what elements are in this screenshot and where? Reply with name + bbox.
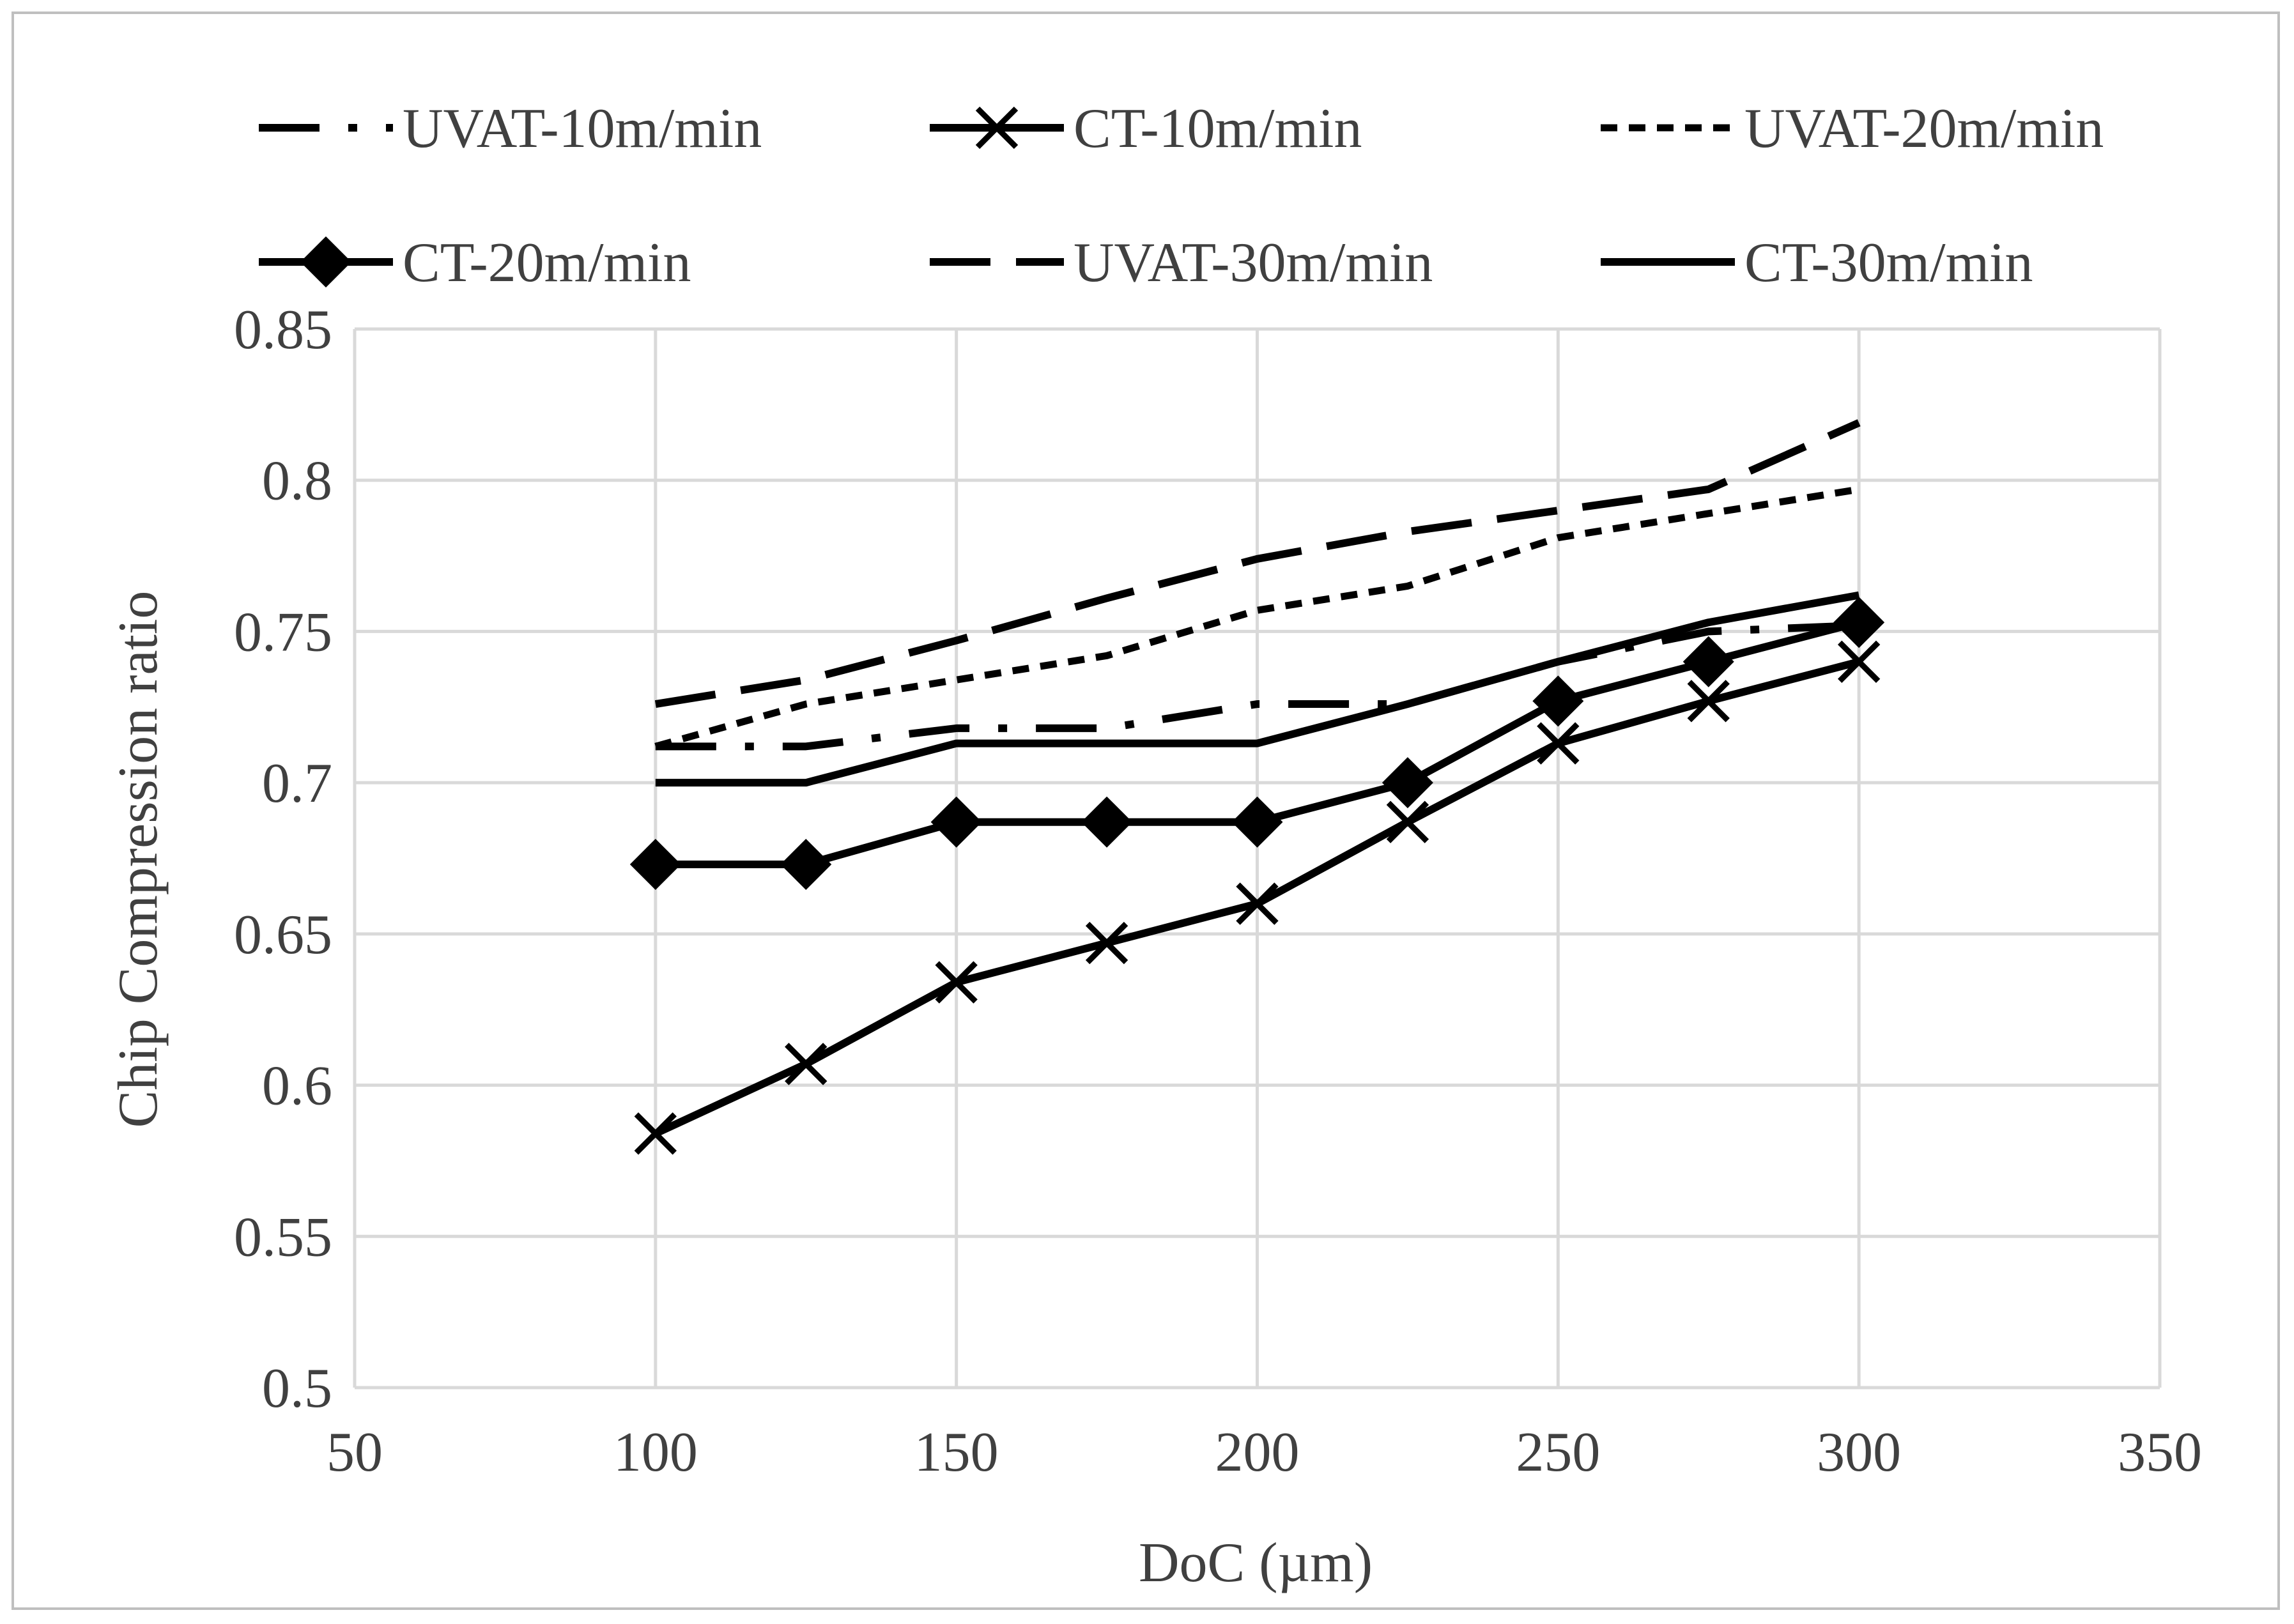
series-uvat-30m-min [654, 419, 1861, 708]
legend-diamond-marker [300, 236, 351, 287]
diamond-marker [1833, 597, 1885, 648]
series-line [655, 591, 1860, 787]
y-tick-labels: 0.5 0.55 0.6 0.65 0.7 0.75 0.8 0.85 [234, 299, 332, 1420]
x-marker [1687, 680, 1730, 723]
diamond-marker [1081, 796, 1133, 848]
diamond-marker [629, 838, 681, 890]
series-line [655, 621, 1859, 751]
x-marker [785, 1043, 828, 1085]
series-line [654, 419, 1861, 708]
series-lines [629, 419, 1885, 1155]
gridlines [353, 327, 2162, 1390]
y-tick-label: 0.6 [262, 1055, 332, 1117]
diamond-marker [930, 796, 982, 848]
x-axis-title: DoC (µm) [1139, 1532, 1373, 1594]
diamond-marker [1682, 636, 1734, 687]
x-marker [1085, 921, 1128, 965]
x-marker [1236, 882, 1279, 925]
x-tick-label: 50 [327, 1421, 383, 1483]
y-tick-label: 0.8 [262, 450, 332, 512]
legend-item: CT-10m/min [930, 98, 1362, 160]
series-ct-10m-min [634, 640, 1881, 1155]
y-tick-label: 0.7 [262, 753, 332, 815]
legend-label: UVAT-30m/min [1074, 232, 1433, 294]
y-tick-label: 0.85 [234, 299, 332, 361]
x-tick-label: 200 [1215, 1421, 1300, 1483]
y-tick-label: 0.55 [234, 1206, 332, 1268]
legend-item: CT-20m/min [259, 232, 691, 294]
legend-item: UVAT-30m/min [930, 232, 1433, 294]
y-tick-label: 0.5 [262, 1358, 332, 1420]
diamond-marker [780, 838, 832, 890]
legend-label: CT-30m/min [1744, 232, 2033, 294]
diamond-marker [1231, 796, 1283, 848]
x-marker [634, 1112, 677, 1155]
legend-item: UVAT-20m/min [1601, 98, 2104, 160]
x-tick-labels: 50 100 150 200 250 300 350 [327, 1421, 2202, 1483]
diamond-marker [1532, 675, 1584, 727]
diamond-marker [1382, 757, 1433, 809]
series-uvat-10m-min [655, 621, 1859, 751]
series-line [654, 486, 1860, 750]
y-tick-label: 0.65 [234, 904, 332, 966]
x-tick-label: 350 [2118, 1421, 2202, 1483]
chart-frame [12, 11, 2280, 1610]
x-tick-label: 300 [1817, 1421, 1901, 1483]
x-tick-label: 150 [914, 1421, 999, 1483]
x-marker [1386, 801, 1429, 843]
x-marker [1537, 722, 1580, 765]
x-marker [1837, 640, 1881, 683]
series-uvat-20m-min [654, 486, 1860, 750]
y-tick-label: 0.75 [234, 601, 332, 663]
legend-label: UVAT-20m/min [1744, 98, 2104, 160]
y-axis-title: Chip Compression ratio [107, 591, 169, 1128]
x-tick-label: 250 [1516, 1421, 1600, 1483]
x-tick-label: 100 [613, 1421, 698, 1483]
legend-item: UVAT-10m/min [259, 98, 762, 160]
x-marker [935, 961, 978, 1004]
series-ct-20m-min [629, 597, 1885, 890]
legend-label: CT-20m/min [403, 232, 691, 294]
legend-label: UVAT-10m/min [403, 98, 762, 160]
legend-label: CT-10m/min [1074, 98, 1362, 160]
legend: UVAT-10m/min CT-10m/min UVAT-20m/min CT-20m… [259, 98, 2104, 294]
series-ct-30m-min [655, 591, 1860, 787]
legend-x-marker [975, 106, 1019, 149]
legend-item: CT-30m/min [1601, 232, 2033, 294]
